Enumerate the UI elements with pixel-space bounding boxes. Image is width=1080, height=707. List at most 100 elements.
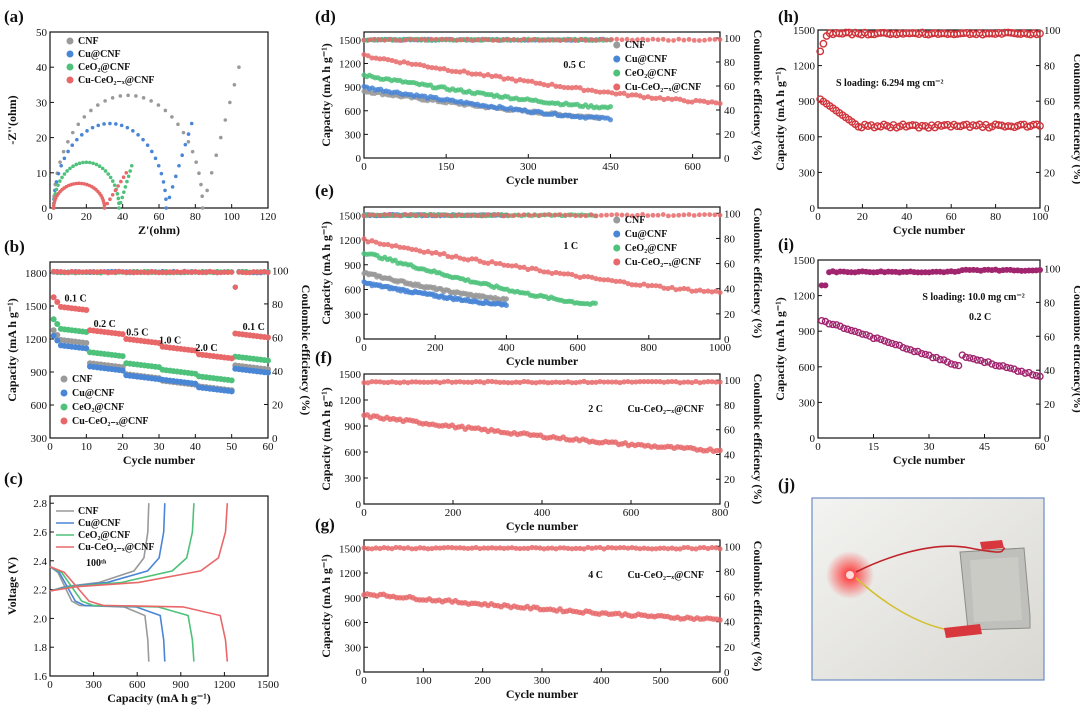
legend-entry: CeO₂@CNF <box>78 530 130 541</box>
data-point <box>713 100 719 106</box>
y-tick-label: 1200 <box>339 59 362 71</box>
data-point <box>74 162 79 167</box>
ce-point <box>633 379 639 385</box>
y2-tick-label: 20 <box>724 642 736 654</box>
data-point <box>121 175 126 179</box>
x-tick-label: 40 <box>117 211 129 223</box>
pouch-cell-inner <box>970 557 1022 622</box>
ce-point <box>529 544 535 551</box>
data-point <box>409 246 415 252</box>
ce-point <box>381 379 387 386</box>
data-point <box>565 271 571 277</box>
plot-frame <box>363 539 721 673</box>
ce-point <box>444 36 449 42</box>
x-tick-label: 600 <box>569 342 586 354</box>
data-point <box>509 76 515 82</box>
data-point <box>119 353 126 360</box>
ce-point <box>553 546 559 552</box>
data-point <box>417 248 423 254</box>
data-point <box>697 98 703 104</box>
x-tick-label: 60 <box>154 211 166 223</box>
x-tick-label: 500 <box>652 675 669 687</box>
ce-point <box>705 545 711 552</box>
ce-point <box>425 379 431 385</box>
data-point <box>85 129 89 133</box>
y2-tick-label: 0 <box>1044 203 1050 215</box>
data-point <box>581 87 587 94</box>
ce-point <box>509 380 515 386</box>
panel-c: 0 300 600 900 1200 1500 1.6 1.8 2.0 2.2 2.4 2.6 2.8 C… <box>4 469 280 705</box>
ce-point <box>481 380 487 386</box>
data-point <box>118 200 123 205</box>
y-tick-label: 300 <box>799 397 816 409</box>
data-point <box>689 288 695 294</box>
ce-point <box>686 212 692 217</box>
y-tick-label: 900 <box>345 593 362 605</box>
ce-point <box>465 545 471 552</box>
y-tick-label: 2.4 <box>33 556 47 568</box>
ce-point <box>369 378 375 385</box>
data-point <box>453 253 459 259</box>
y2-tick-label: 20 <box>724 129 736 141</box>
ce-point <box>589 379 595 385</box>
x-tick-label: 50 <box>226 441 238 453</box>
y2-tick-label: 80 <box>1044 61 1056 73</box>
y2-tick-label: 100 <box>724 375 741 387</box>
ce-point <box>701 379 707 385</box>
x-tick-label: 0 <box>47 441 53 453</box>
ce-point <box>709 379 715 385</box>
data-point <box>473 71 479 77</box>
data-point <box>549 81 555 87</box>
data-point <box>108 121 112 126</box>
ce-point <box>506 213 511 218</box>
legend-entry: CeO₂@CNF <box>625 243 677 254</box>
data-point <box>701 288 707 295</box>
y-tick-label: 2.8 <box>33 498 47 510</box>
data-point <box>592 300 599 306</box>
y-tick-label: 600 <box>345 285 362 297</box>
data-point <box>61 149 66 154</box>
ce-point <box>553 379 559 385</box>
ce-point <box>665 546 671 552</box>
data-point <box>505 262 511 269</box>
panel-label: (g) <box>315 515 335 534</box>
rate-label: 0.1 C <box>243 322 265 333</box>
ce-point <box>397 380 403 386</box>
data-point <box>51 206 56 210</box>
data-point <box>223 118 228 122</box>
ce-point <box>366 212 372 218</box>
x-tick-label: 80 <box>190 211 202 223</box>
data-point <box>361 236 367 242</box>
panel-i: 0 15 30 45 60030060090012001500020406080100C… <box>773 235 1080 467</box>
y-tick-label: 900 <box>799 326 816 338</box>
x-tick-label: 150 <box>438 161 455 173</box>
y2-tick-label: 0 <box>1044 433 1050 445</box>
data-point <box>54 337 61 344</box>
ce-point <box>549 379 555 386</box>
data-point <box>497 74 503 80</box>
data-point <box>951 361 959 369</box>
x-tick-label: 300 <box>534 675 551 687</box>
data-point <box>389 57 395 64</box>
legend-entry: Cu-CeO₂₋ₓ@CNF <box>78 542 155 553</box>
data-point <box>453 68 459 75</box>
ce-point <box>382 37 388 43</box>
ce-point <box>464 36 470 42</box>
data-point <box>607 104 614 110</box>
legend-marker <box>613 55 621 63</box>
legend-marker <box>60 389 68 397</box>
ce-point <box>505 379 511 386</box>
ce-point <box>475 213 480 219</box>
legend-entry: Cu@CNF <box>72 388 115 399</box>
ce-point <box>681 544 687 551</box>
ce-point <box>437 380 443 386</box>
ce-point <box>671 38 676 43</box>
data-point <box>90 125 95 130</box>
data-point <box>509 263 515 269</box>
y2-tick-label: 0 <box>724 499 730 511</box>
y-tick-label: 1500 <box>339 35 362 47</box>
ce-point <box>707 212 713 217</box>
x-tick-label: 80 <box>990 211 1002 223</box>
ce-point <box>577 545 583 551</box>
data-point <box>709 289 715 295</box>
